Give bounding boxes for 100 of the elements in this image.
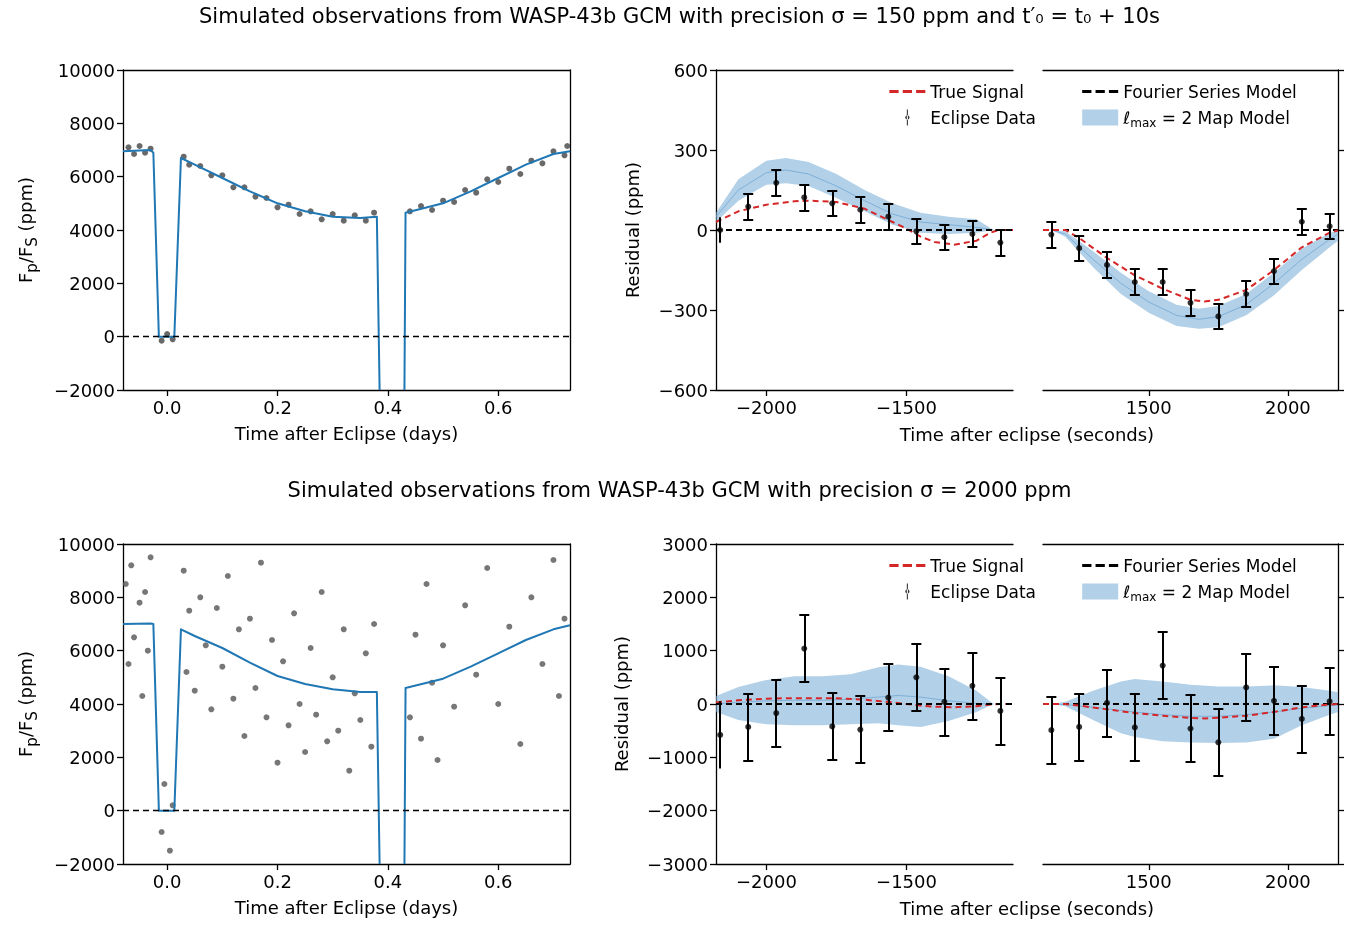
y-tick-label: 600 [673,59,708,81]
point [885,694,892,701]
x-axis-title: Time after eclipse (seconds) [899,898,1155,919]
point [1298,218,1305,225]
x-tick-label: −2000 [735,396,797,418]
point [506,165,513,172]
point [997,707,1004,714]
point [484,176,491,183]
point [539,160,546,167]
point [745,203,752,210]
point [773,179,780,186]
y-tick-label: −2000 [647,800,708,822]
point [1215,313,1222,320]
y-tick-label: 4000 [69,693,115,715]
point [340,217,347,224]
text: Simulated observations from WASP-43b GCM with precision σ = 2000 ppm [286,478,1073,502]
point [451,199,458,205]
y-tick-label: 8000 [69,112,115,134]
y-tick-label: −2000 [54,853,115,875]
y-tick-label: 6000 [69,166,115,188]
point [473,189,480,196]
y-tick-label: −300 [658,299,708,321]
x-axis-title: Time after Eclipse (days) [233,896,459,918]
x-tick-label: −1500 [876,396,937,418]
x-tick-label: −1500 [876,870,937,892]
point [717,227,724,233]
y-tick-label: 0 [696,219,708,241]
point [1326,223,1333,230]
point [1243,291,1250,297]
y-axis-title: Residual (ppm) [621,161,643,299]
y-tick-label: −2000 [54,379,115,401]
point [1187,725,1194,732]
point [857,206,864,213]
x-tick-label: 2000 [1265,870,1311,892]
x-tick-label: 0.4 [373,870,403,892]
y-tick-label: 0 [103,326,115,348]
point [1243,684,1250,691]
point [1131,724,1138,731]
point [1215,739,1222,746]
x-tick-label: 0.4 [373,396,403,418]
legend-label: Fourier Series Model [1123,555,1297,576]
legend-label: Fourier Series Model [1123,81,1297,102]
point [1048,727,1055,734]
y-tick-label: 2000 [69,746,115,768]
point [941,234,948,241]
y-tick-label: 3000 [662,533,708,555]
point [495,179,502,185]
y-tick-label: 2000 [662,586,708,608]
x-tick-label: −2000 [735,870,797,892]
x-tick-label: 0.0 [152,396,182,418]
point [969,231,976,237]
legend-label: Eclipse Data [930,581,1036,602]
point [801,645,808,652]
point [564,143,571,149]
x-axis-title: Time after Eclipse (days) [233,422,459,444]
point [745,723,752,730]
point [1326,698,1333,705]
point [1187,299,1194,306]
y-tick-label: −3000 [647,853,708,875]
y-tick-label: −600 [658,379,708,401]
point [857,726,864,733]
point [801,194,808,201]
y-tick-label: 0 [696,693,708,715]
point [362,217,369,224]
x-tick-label: 1500 [1125,396,1172,418]
x-tick-label: 0.6 [483,870,513,892]
y-tick-label: −1000 [647,746,708,768]
x-axis-title: Time after eclipse (seconds) [899,424,1155,445]
point [1159,662,1166,669]
point [885,213,892,220]
y-tick-label: 8000 [69,586,115,608]
point [913,674,920,681]
point [717,731,724,738]
legend-label: True Signal [929,81,1025,102]
point [1104,699,1111,706]
point [371,209,378,216]
point [318,216,325,223]
x-tick-label: 0.0 [152,870,182,892]
legend-label: True Signal [929,555,1025,576]
point [829,200,836,207]
point [230,184,237,191]
text: Simulated observations from WASP-43b GCM with precision σ = 150 ppm and t′₀ = t₀ + 10s [198,4,1161,28]
y-tick-label: 10000 [57,533,115,555]
point [829,723,836,730]
y-tick-label: 4000 [69,219,115,241]
point [462,187,469,193]
y-tick-label: 6000 [69,640,115,662]
x-tick-label: 0.2 [263,396,292,418]
y-tick-label: 300 [673,139,708,161]
point [1159,279,1166,285]
point [913,228,920,235]
x-tick-label: 0.2 [263,870,292,892]
point [997,239,1004,246]
x-tick-label: 1500 [1125,870,1172,892]
x-tick-label: 2000 [1265,396,1311,418]
legend-label: Eclipse Data [930,107,1036,128]
y-tick-label: 10000 [57,59,115,81]
point [1104,261,1111,268]
line-series [716,169,994,231]
point [517,171,524,177]
